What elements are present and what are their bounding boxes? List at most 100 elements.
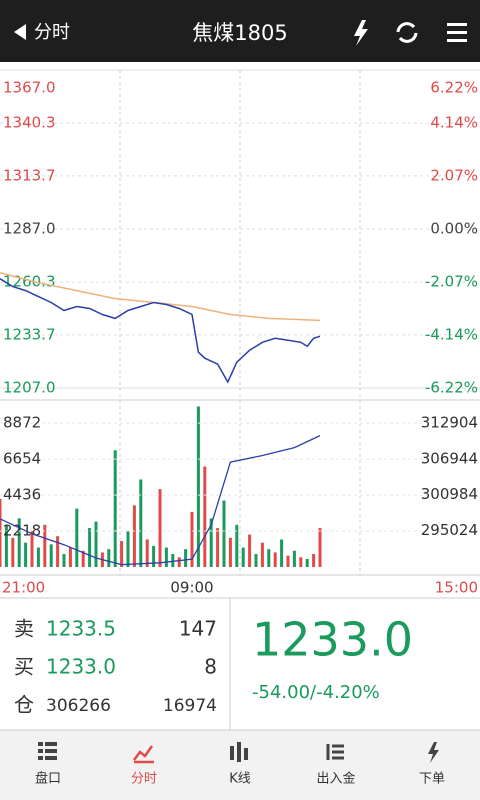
- y-tick-label: 1367.0: [3, 79, 56, 97]
- volume-bar: [299, 557, 303, 567]
- buy-label: 买: [14, 655, 34, 679]
- tab-label[interactable]: K线: [229, 772, 251, 787]
- menu-icon[interactable]: [447, 23, 467, 42]
- volume-bar: [49, 544, 53, 567]
- tab-icon: [230, 742, 248, 762]
- refresh-icon[interactable]: [396, 22, 418, 43]
- volume-tick-label: 4436: [3, 486, 41, 504]
- pct-tick-label: -4.14%: [425, 325, 478, 343]
- volume-bar: [139, 479, 143, 567]
- buy-qty: 8: [204, 655, 217, 679]
- price-line: [0, 278, 321, 384]
- sell-label: 卖: [14, 617, 34, 641]
- menu-line: [447, 39, 467, 42]
- tab-icon: [326, 744, 344, 760]
- volume-bar: [280, 539, 284, 567]
- volume-bar: [75, 508, 79, 567]
- volume-bar: [132, 505, 136, 567]
- volume-bar: [164, 547, 168, 567]
- y-tick-label: 1340.3: [3, 114, 56, 132]
- volume-bar: [94, 521, 98, 567]
- volume-bar: [68, 547, 72, 567]
- volume-bar: [177, 557, 181, 567]
- price-change: -54.00/-4.20%: [252, 682, 380, 703]
- volume-bar: [145, 539, 149, 567]
- tab-bar: [0, 730, 480, 800]
- oi-tick-label: 306944: [421, 449, 478, 467]
- volume-tick-label: 2218: [3, 522, 41, 540]
- last-price: 1233.0: [252, 613, 413, 667]
- volume-bar: [312, 554, 316, 567]
- volume-tick-label: 6654: [3, 450, 41, 468]
- oi-tick-label: 300984: [421, 485, 478, 503]
- menu-line: [447, 23, 467, 26]
- volume-bar: [235, 524, 239, 567]
- tab-label[interactable]: 下单: [419, 772, 445, 787]
- volume-bar: [248, 534, 252, 567]
- x-tick-label: 09:00: [170, 579, 213, 597]
- refresh-arc: [396, 22, 418, 43]
- volume-bar: [4, 524, 8, 567]
- volume-bar: [254, 554, 258, 567]
- volume-bar: [267, 549, 271, 567]
- x-tick-label: 21:00: [2, 579, 45, 597]
- volume-bar: [81, 550, 85, 567]
- tab-label[interactable]: 盘口: [35, 771, 61, 787]
- pct-tick-label: -2.07%: [425, 273, 478, 291]
- volume-bar: [43, 524, 47, 567]
- y-tick-label: 1233.7: [3, 325, 56, 343]
- x-tick-label: 15:00: [435, 579, 478, 597]
- y-tick-label: 1313.7: [3, 166, 56, 184]
- tab-label[interactable]: 出入金: [316, 771, 355, 787]
- pct-tick-label: 2.07%: [430, 166, 478, 184]
- menu-line: [447, 31, 467, 34]
- position-change: 16974: [163, 696, 217, 716]
- volume-bar: [171, 554, 175, 567]
- volume-bar: [318, 528, 322, 567]
- volume-bar: [305, 558, 309, 567]
- volume-bar: [113, 450, 117, 567]
- title: 焦煤1805: [192, 21, 287, 45]
- volume-bar: [24, 542, 28, 567]
- buy-price: 1233.0: [46, 655, 116, 679]
- y-tick-label: 1207.0: [3, 379, 56, 397]
- chart: [0, 69, 480, 576]
- volume-bar: [120, 541, 124, 567]
- volume-bar: [126, 531, 130, 567]
- y-tick-label: 1287.0: [3, 220, 56, 238]
- tab-icon: [38, 742, 57, 760]
- volume-bar: [0, 498, 2, 567]
- volume-bar: [11, 537, 15, 567]
- tabs: 盘口 分时 K线 出入金 下单: [35, 742, 445, 787]
- volume-bar: [17, 518, 21, 567]
- volume-bar: [88, 528, 92, 567]
- volume-bar: [216, 528, 220, 567]
- volume-bar: [107, 549, 111, 567]
- position-label: 仓: [14, 693, 34, 717]
- back-arrow: [14, 24, 26, 40]
- volume-bar: [260, 542, 264, 567]
- oi-tick-label: 295024: [421, 521, 478, 539]
- pct-tick-label: 0.00%: [430, 220, 478, 238]
- header-bar: [0, 0, 480, 62]
- pct-tick-label: 6.22%: [430, 79, 478, 97]
- flash-icon[interactable]: [354, 20, 368, 46]
- volume-bar: [158, 489, 162, 567]
- volume-bar: [273, 552, 277, 567]
- volume-bar: [190, 511, 194, 567]
- oi-tick-label: 312904: [421, 413, 478, 431]
- quote-panel: 卖 1233.5 147 买 1233.0 8 仓 306266 16974 1…: [14, 613, 413, 717]
- volume-bar: [228, 537, 232, 567]
- volume-bar: [222, 500, 226, 567]
- volume-bar: [62, 554, 66, 567]
- volume-bar: [196, 406, 200, 567]
- tab-label[interactable]: 分时: [131, 772, 157, 787]
- sell-qty: 147: [179, 617, 217, 641]
- tab-icon: [428, 742, 439, 763]
- volume-bar: [209, 518, 213, 567]
- pct-tick-label: 4.14%: [430, 114, 478, 132]
- sell-price: 1233.5: [46, 617, 116, 641]
- volume-bar: [56, 536, 60, 567]
- back-button[interactable]: 分时: [14, 22, 70, 43]
